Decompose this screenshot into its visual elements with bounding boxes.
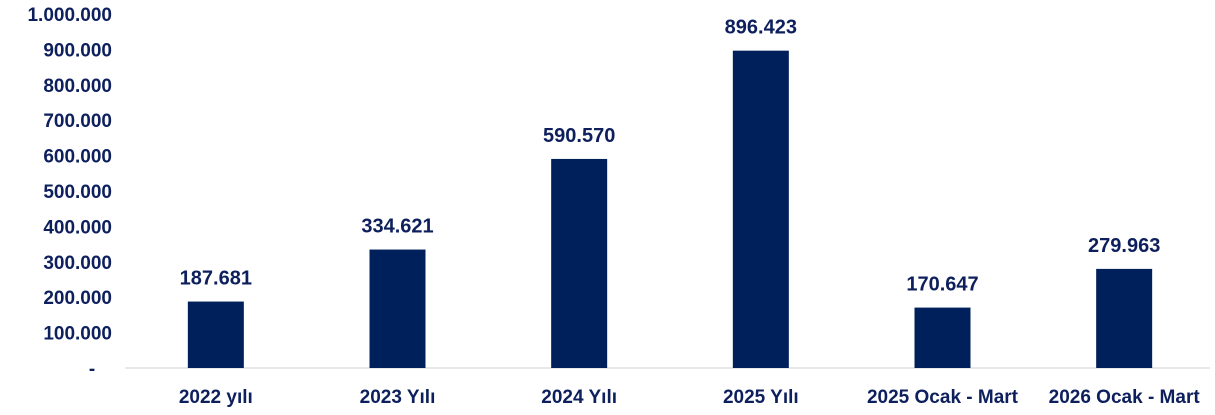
bars — [187, 50, 1153, 368]
y-tick-label: 600.000 — [43, 147, 112, 168]
y-tick-label: 700.000 — [43, 111, 112, 132]
bar-value-label: 187.681 — [180, 268, 252, 290]
bar — [187, 301, 244, 368]
x-category-label: 2025 Yılı — [723, 387, 799, 408]
bar-value-label: 279.963 — [1088, 235, 1160, 257]
bar — [551, 158, 608, 368]
y-tick-label: 300.000 — [43, 253, 112, 274]
x-axis-category-labels: 2022 yılı 2023 Yılı 2024 Yılı 2025 Yılı 2025… — [179, 387, 1200, 408]
x-category-label: 2024 Yılı — [541, 387, 617, 408]
x-category-label: 2025 Ocak - Mart — [867, 387, 1019, 408]
bar — [1096, 268, 1153, 368]
bar-value-label: 334.621 — [361, 216, 433, 238]
bar-value-label: 590.570 — [543, 125, 615, 147]
x-category-label: 2026 Ocak - Mart — [1049, 387, 1201, 408]
y-tick-label: 400.000 — [43, 217, 112, 238]
x-category-label: 2023 Yılı — [360, 387, 436, 408]
bar — [369, 249, 426, 368]
y-axis-tick-labels: - 100.000 200.000 300.000 400.000 500.000 600.… — [27, 5, 112, 380]
y-tick-label: 200.000 — [43, 288, 112, 309]
y-tick-label: 900.000 — [43, 40, 112, 61]
bar — [914, 307, 971, 368]
y-tick-label: 500.000 — [43, 182, 112, 203]
bar-value-label: 170.647 — [906, 274, 978, 296]
bar-value-label: 896.423 — [725, 17, 797, 39]
y-tick-label: - — [89, 359, 95, 380]
x-category-label: 2022 yılı — [179, 387, 253, 408]
data-labels: 187.681 334.621 590.570 896.423 170.647 279.9… — [180, 17, 1161, 296]
y-tick-label: 1.000.000 — [27, 5, 112, 26]
y-tick-label: 100.000 — [43, 324, 112, 345]
y-tick-label: 800.000 — [43, 76, 112, 97]
bar — [732, 50, 789, 368]
